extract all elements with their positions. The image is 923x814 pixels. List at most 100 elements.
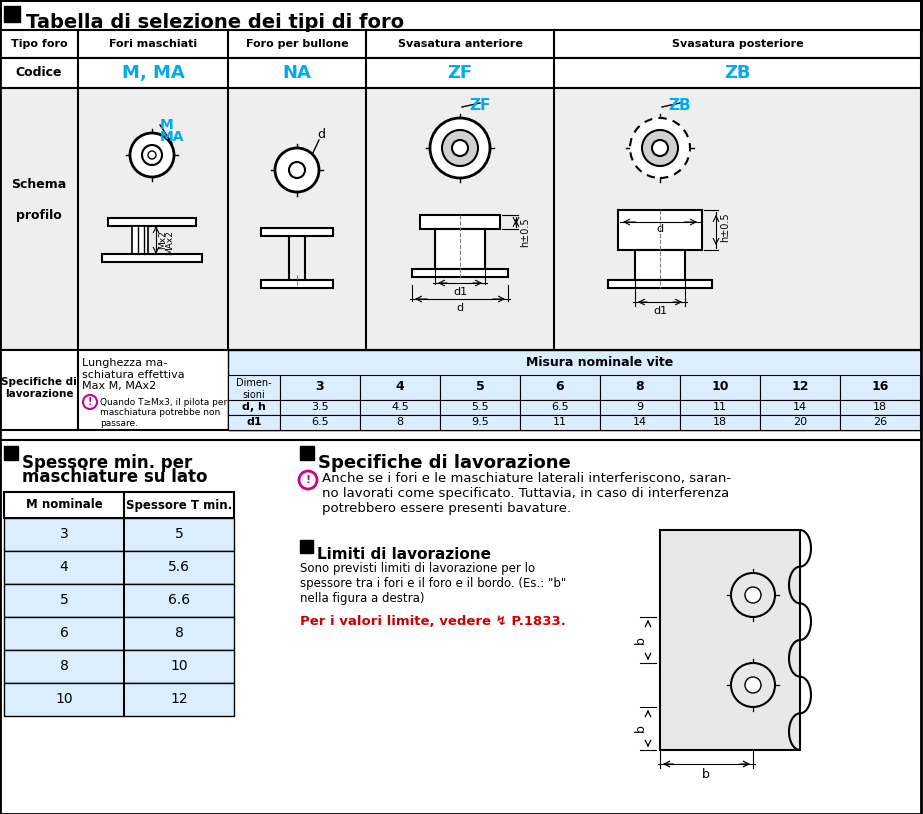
Text: 20: 20	[793, 417, 807, 427]
Bar	[300, 540, 313, 553]
Text: 4: 4	[60, 560, 68, 574]
Text: 5.5: 5.5	[471, 402, 489, 412]
Text: Schema

profilo: Schema profilo	[11, 178, 66, 221]
Bar	[760, 375, 840, 400]
Bar	[228, 415, 280, 430]
Text: h±0.5: h±0.5	[520, 217, 530, 247]
Text: Tipo foro: Tipo foro	[11, 39, 67, 49]
Text: Per i valori limite, vedere ↯ P.1833.: Per i valori limite, vedere ↯ P.1833.	[300, 615, 566, 628]
Text: ZF: ZF	[469, 98, 491, 113]
Text: MAx2: MAx2	[165, 230, 174, 255]
Text: 6.5: 6.5	[551, 402, 569, 412]
Text: 8: 8	[174, 626, 184, 640]
Text: Svasatura posteriore: Svasatura posteriore	[672, 39, 803, 49]
Text: 12: 12	[170, 692, 187, 706]
Text: d: d	[317, 129, 325, 142]
Circle shape	[745, 587, 761, 603]
Text: Spessore T min.: Spessore T min.	[126, 498, 232, 511]
Text: Mx2: Mx2	[158, 230, 167, 249]
Text: NA: NA	[282, 64, 311, 82]
Circle shape	[745, 677, 761, 693]
Bar	[680, 375, 760, 400]
Text: 14: 14	[793, 402, 807, 412]
Bar	[412, 269, 508, 277]
Circle shape	[148, 151, 156, 159]
Text: 5: 5	[60, 593, 68, 607]
Circle shape	[289, 162, 305, 178]
Bar	[608, 280, 712, 288]
Bar	[228, 375, 280, 430]
Bar	[440, 375, 520, 400]
Bar	[635, 250, 685, 280]
Text: 4.5: 4.5	[391, 402, 409, 412]
Bar	[760, 415, 840, 430]
Text: 8: 8	[636, 380, 644, 393]
Text: 16: 16	[871, 380, 889, 393]
Circle shape	[275, 148, 319, 192]
Text: 10: 10	[170, 659, 187, 673]
Circle shape	[652, 140, 668, 156]
Bar	[261, 228, 333, 236]
Text: Anche se i fori e le maschiature laterali interferiscono, saran-
no lavorati com: Anche se i fori e le maschiature lateral…	[322, 472, 731, 515]
Text: ZF: ZF	[448, 64, 473, 82]
Text: ZB: ZB	[668, 98, 691, 113]
Text: 3: 3	[316, 380, 324, 393]
Text: 9.5: 9.5	[471, 417, 489, 427]
Bar	[420, 215, 500, 229]
Text: 26: 26	[873, 417, 887, 427]
Bar	[300, 446, 314, 460]
Bar	[840, 400, 920, 415]
Bar	[520, 400, 600, 415]
Bar	[660, 530, 800, 750]
Bar	[840, 415, 920, 430]
Bar	[4, 650, 234, 683]
Bar	[4, 683, 234, 716]
Text: !: !	[306, 475, 310, 485]
Text: Lunghezza ma-
schiatura effettiva
Max M, MAx2: Lunghezza ma- schiatura effettiva Max M,…	[82, 358, 185, 392]
Circle shape	[442, 130, 478, 166]
Circle shape	[430, 118, 490, 178]
Text: 8: 8	[60, 659, 68, 673]
Bar	[0, 88, 921, 350]
Bar	[4, 584, 234, 617]
Text: Specifiche di lavorazione: Specifiche di lavorazione	[318, 454, 570, 472]
Circle shape	[630, 118, 690, 178]
Text: 18: 18	[873, 402, 887, 412]
Circle shape	[130, 133, 174, 177]
Text: d1: d1	[246, 417, 262, 427]
Text: maschiature su lato: maschiature su lato	[22, 468, 208, 486]
Text: 6.5: 6.5	[311, 417, 329, 427]
Bar	[4, 551, 234, 584]
Text: Specifiche di
lavorazione: Specifiche di lavorazione	[1, 377, 77, 399]
Bar	[520, 415, 600, 430]
Bar	[4, 6, 20, 22]
Text: 10: 10	[712, 380, 729, 393]
Bar	[4, 446, 18, 460]
Text: 11: 11	[713, 402, 727, 412]
Bar	[520, 375, 600, 400]
Bar	[618, 210, 702, 250]
Text: 12: 12	[791, 380, 809, 393]
Text: 4: 4	[396, 380, 404, 393]
Bar	[4, 518, 234, 551]
Text: 6: 6	[556, 380, 564, 393]
Text: M, MA: M, MA	[122, 64, 185, 82]
Bar	[360, 400, 440, 415]
Bar	[840, 375, 920, 400]
Text: b: b	[633, 636, 646, 644]
Text: Svasatura anteriore: Svasatura anteriore	[398, 39, 522, 49]
Text: M: M	[160, 118, 174, 132]
Text: Tabella di selezione dei tipi di foro: Tabella di selezione dei tipi di foro	[26, 12, 404, 32]
Text: 11: 11	[553, 417, 567, 427]
Bar	[228, 350, 921, 430]
Text: 9: 9	[637, 402, 643, 412]
Bar	[228, 400, 280, 415]
Text: Codice: Codice	[16, 67, 62, 80]
Bar	[0, 0, 921, 30]
Text: MA: MA	[160, 130, 185, 144]
Text: Dimen-
sioni: Dimen- sioni	[236, 378, 271, 400]
Bar	[4, 492, 234, 518]
Text: d: d	[457, 303, 463, 313]
Circle shape	[452, 140, 468, 156]
Bar	[280, 400, 360, 415]
